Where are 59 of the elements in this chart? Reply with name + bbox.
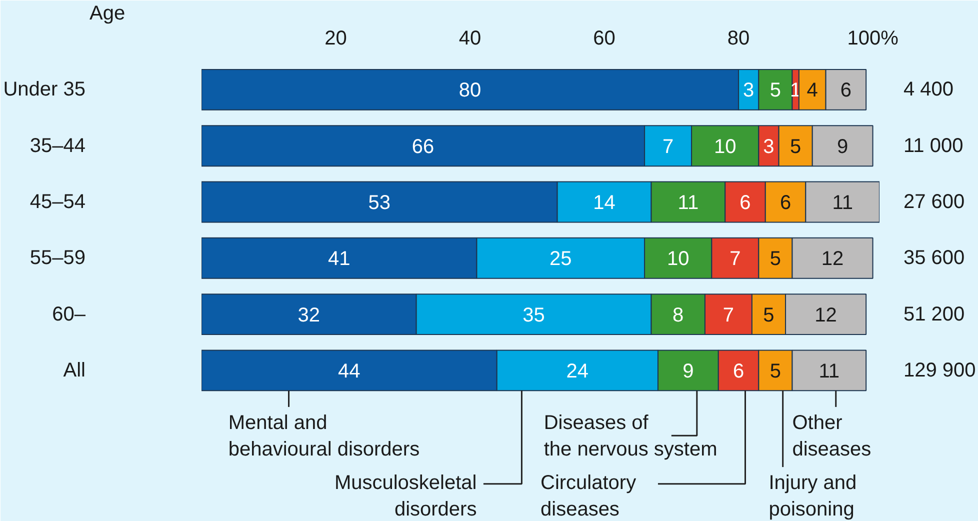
data-label: 11 [818, 360, 840, 382]
data-label: 53 [368, 192, 391, 214]
y-tick-label: 60– [52, 303, 86, 326]
data-label: 5 [770, 80, 782, 102]
data-label: 66 [412, 136, 434, 158]
y-tick-label: 35–44 [30, 134, 86, 157]
y-axis-title: Age [90, 2, 126, 24]
data-label: 12 [814, 304, 837, 326]
text: Injury and poisoning [768, 472, 857, 520]
data-label: 32 [298, 304, 320, 326]
x-tick-label: 100% [847, 28, 899, 50]
data-label: 5 [770, 248, 782, 270]
text: 4 400 [904, 78, 954, 101]
data-label: 14 [593, 192, 616, 214]
text: Musculoskeletal disorders [334, 472, 477, 520]
data-label: 80 [458, 80, 482, 102]
text: 11 000 [904, 134, 964, 157]
data-label: 7 [662, 136, 674, 158]
data-label: 7 [722, 304, 734, 326]
text: 35 600 [904, 247, 965, 270]
data-label: 7 [730, 248, 741, 270]
data-label: 12 [821, 248, 844, 270]
text: 129 900 [904, 359, 976, 382]
series-label: Mental and behavioural disorders [228, 412, 420, 460]
data-label: 5 [790, 136, 802, 158]
data-label: 25 [550, 248, 572, 270]
data-label: 5 [763, 304, 774, 326]
data-label: 6 [840, 80, 852, 102]
data-label: 44 [338, 360, 360, 382]
data-label: 5 [770, 360, 782, 382]
data-label: 6 [740, 192, 751, 214]
x-tick-label: 60 [593, 28, 616, 50]
data-label: 35 [522, 304, 545, 326]
series-label: Diseases of the nervous system [544, 412, 718, 460]
data-label: 6 [732, 360, 744, 382]
x-tick-label: 80 [727, 28, 750, 50]
x-tick-label: 20 [324, 28, 347, 50]
data-label: 24 [566, 360, 589, 382]
text: 51 200 [904, 303, 965, 326]
y-tick-label: 55–59 [30, 247, 86, 270]
text: Circulatory diseases [540, 472, 636, 520]
data-label: 11 [832, 192, 853, 214]
data-label: 3 [743, 80, 754, 102]
data-label: 9 [837, 136, 848, 158]
y-tick-label: 45–54 [30, 191, 86, 213]
data-label: 11 [678, 192, 699, 214]
text: 27 600 [904, 191, 965, 213]
y-tick-label: Under 35 [3, 78, 86, 101]
data-label: 3 [763, 136, 774, 158]
data-label: 10 [714, 136, 736, 158]
data-label: 6 [780, 192, 792, 214]
x-tick-label: 40 [458, 28, 482, 50]
data-label: 4 [806, 80, 818, 102]
data-label: 8 [672, 304, 684, 326]
data-label: 10 [666, 248, 690, 270]
series-label: Other diseases [792, 412, 872, 460]
data-label: 9 [682, 360, 694, 382]
data-label: 41 [328, 248, 350, 270]
y-tick-label: All [63, 359, 86, 382]
